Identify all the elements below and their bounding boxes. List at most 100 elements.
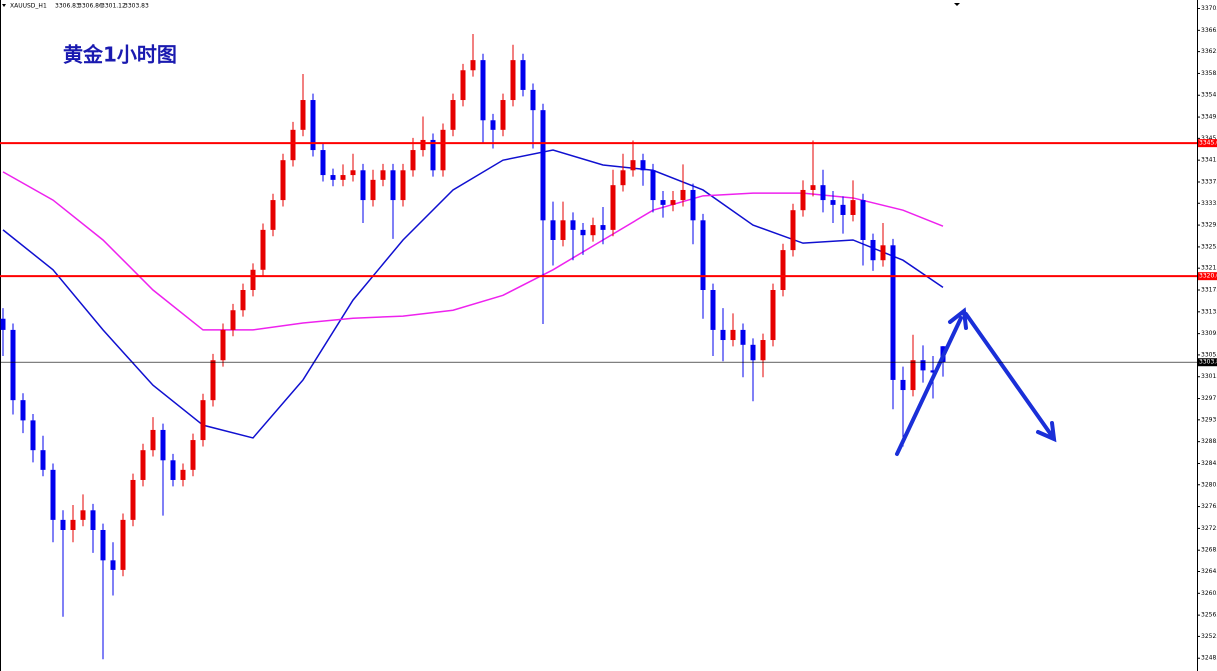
candle-body — [240, 290, 246, 311]
y-tick-label: 3301.1 — [1201, 373, 1217, 380]
candle-body — [400, 170, 406, 201]
candle-body — [290, 129, 296, 161]
candle-body — [870, 239, 876, 261]
candle-body — [710, 290, 716, 330]
candle-body — [470, 60, 476, 71]
candle-body — [550, 220, 556, 240]
candle-body — [680, 189, 686, 201]
candle-body — [150, 429, 156, 451]
candle-body — [440, 129, 446, 171]
forecast-arrows — [895, 307, 1057, 456]
candle-body — [670, 200, 676, 205]
candle-body — [0, 318, 6, 330]
close-value: 3303.83 — [124, 3, 149, 10]
candle-body — [70, 519, 76, 530]
up-arrow — [895, 316, 963, 456]
y-tick-label: 3329.6 — [1201, 222, 1217, 229]
open-value: 3306.83 — [55, 3, 80, 10]
candle-body — [50, 469, 56, 520]
candle-body — [790, 210, 796, 251]
candle-body — [560, 220, 566, 240]
candle-body — [450, 100, 456, 130]
candle-body — [830, 200, 836, 205]
y-tick-label: 3272.6 — [1201, 525, 1217, 532]
candle-body — [660, 200, 666, 205]
candle-body — [740, 329, 746, 345]
y-tick-label: 3260.4 — [1201, 590, 1217, 597]
candle-body — [500, 100, 506, 130]
candle-body — [270, 200, 276, 230]
y-tick-label: 3268.5 — [1201, 547, 1217, 554]
level-label: 3345.0 — [1199, 140, 1217, 147]
candle-body — [700, 220, 706, 291]
candle-body — [800, 189, 806, 211]
candle-body — [90, 510, 96, 530]
candle-body — [40, 450, 46, 470]
candle-body — [260, 229, 266, 270]
candle-body — [430, 139, 436, 171]
candle-body — [540, 110, 546, 221]
level-label-box — [1198, 272, 1217, 281]
y-tick-label: 3252.3 — [1201, 633, 1217, 640]
y-tick-label: 3248.2 — [1201, 655, 1217, 662]
y-tick-label: 3256.3 — [1201, 612, 1217, 619]
y-tick-label: 3333.7 — [1201, 200, 1217, 207]
y-tick-label: 3370.3 — [1201, 5, 1217, 12]
candle-body — [20, 400, 26, 421]
candle-body — [650, 170, 656, 201]
y-tick-label: 3341.8 — [1201, 157, 1217, 164]
candle-body — [300, 100, 306, 130]
candle-body — [170, 460, 176, 480]
candle-body — [80, 510, 86, 520]
symbol: XAUUSD_H1 — [10, 3, 47, 10]
candle-body — [840, 204, 846, 215]
arrowhead — [1036, 421, 1057, 443]
scroll-icon — [954, 3, 960, 6]
candle-body — [770, 290, 776, 341]
down-arrow — [964, 312, 1054, 438]
candle-body — [730, 329, 736, 341]
y-tick-label: 3264.5 — [1201, 568, 1217, 575]
moving-average — [2, 171, 944, 331]
candle-body — [630, 160, 636, 171]
candle-body — [130, 479, 136, 520]
candle-body — [160, 429, 166, 461]
candle-body — [850, 200, 856, 215]
level-label-box — [1198, 139, 1217, 148]
candle-body — [220, 329, 226, 361]
candle-body — [280, 160, 286, 201]
candle-body — [30, 420, 36, 451]
candle-body — [860, 200, 866, 240]
y-tick-label: 3321.5 — [1201, 265, 1217, 272]
candle-body — [10, 329, 16, 401]
candle-body — [510, 60, 516, 101]
y-tick-label: 3358.1 — [1201, 70, 1217, 77]
y-tick-label: 3276.7 — [1201, 503, 1217, 510]
candle-body — [810, 185, 816, 190]
level-label: 3303.83 — [1199, 359, 1217, 366]
candle-body — [910, 360, 916, 391]
candle-body — [410, 150, 416, 171]
level-label: 3320.0 — [1199, 273, 1217, 280]
y-tick-label: 3288.9 — [1201, 438, 1217, 445]
candle-body — [480, 60, 486, 121]
candle-body — [590, 225, 596, 236]
y-tick-label: 3366.2 — [1201, 27, 1217, 34]
chart-title: 黄金1小时图 — [63, 43, 177, 67]
y-tick-label: 3309.2 — [1201, 330, 1217, 337]
candle-body — [720, 329, 726, 341]
menu-icon — [2, 4, 6, 7]
y-tick-label: 3345.9 — [1201, 135, 1217, 142]
y-tick-label: 3349.9 — [1201, 114, 1217, 121]
candle-body — [820, 185, 826, 201]
candle-body — [120, 519, 126, 570]
y-tick-label: 3293 — [1201, 416, 1216, 423]
candle-body — [620, 170, 626, 186]
candle-body — [750, 344, 756, 361]
candle-body — [930, 370, 936, 373]
candle-body — [490, 120, 496, 130]
candle-body — [890, 245, 896, 380]
candle-body — [690, 189, 696, 221]
